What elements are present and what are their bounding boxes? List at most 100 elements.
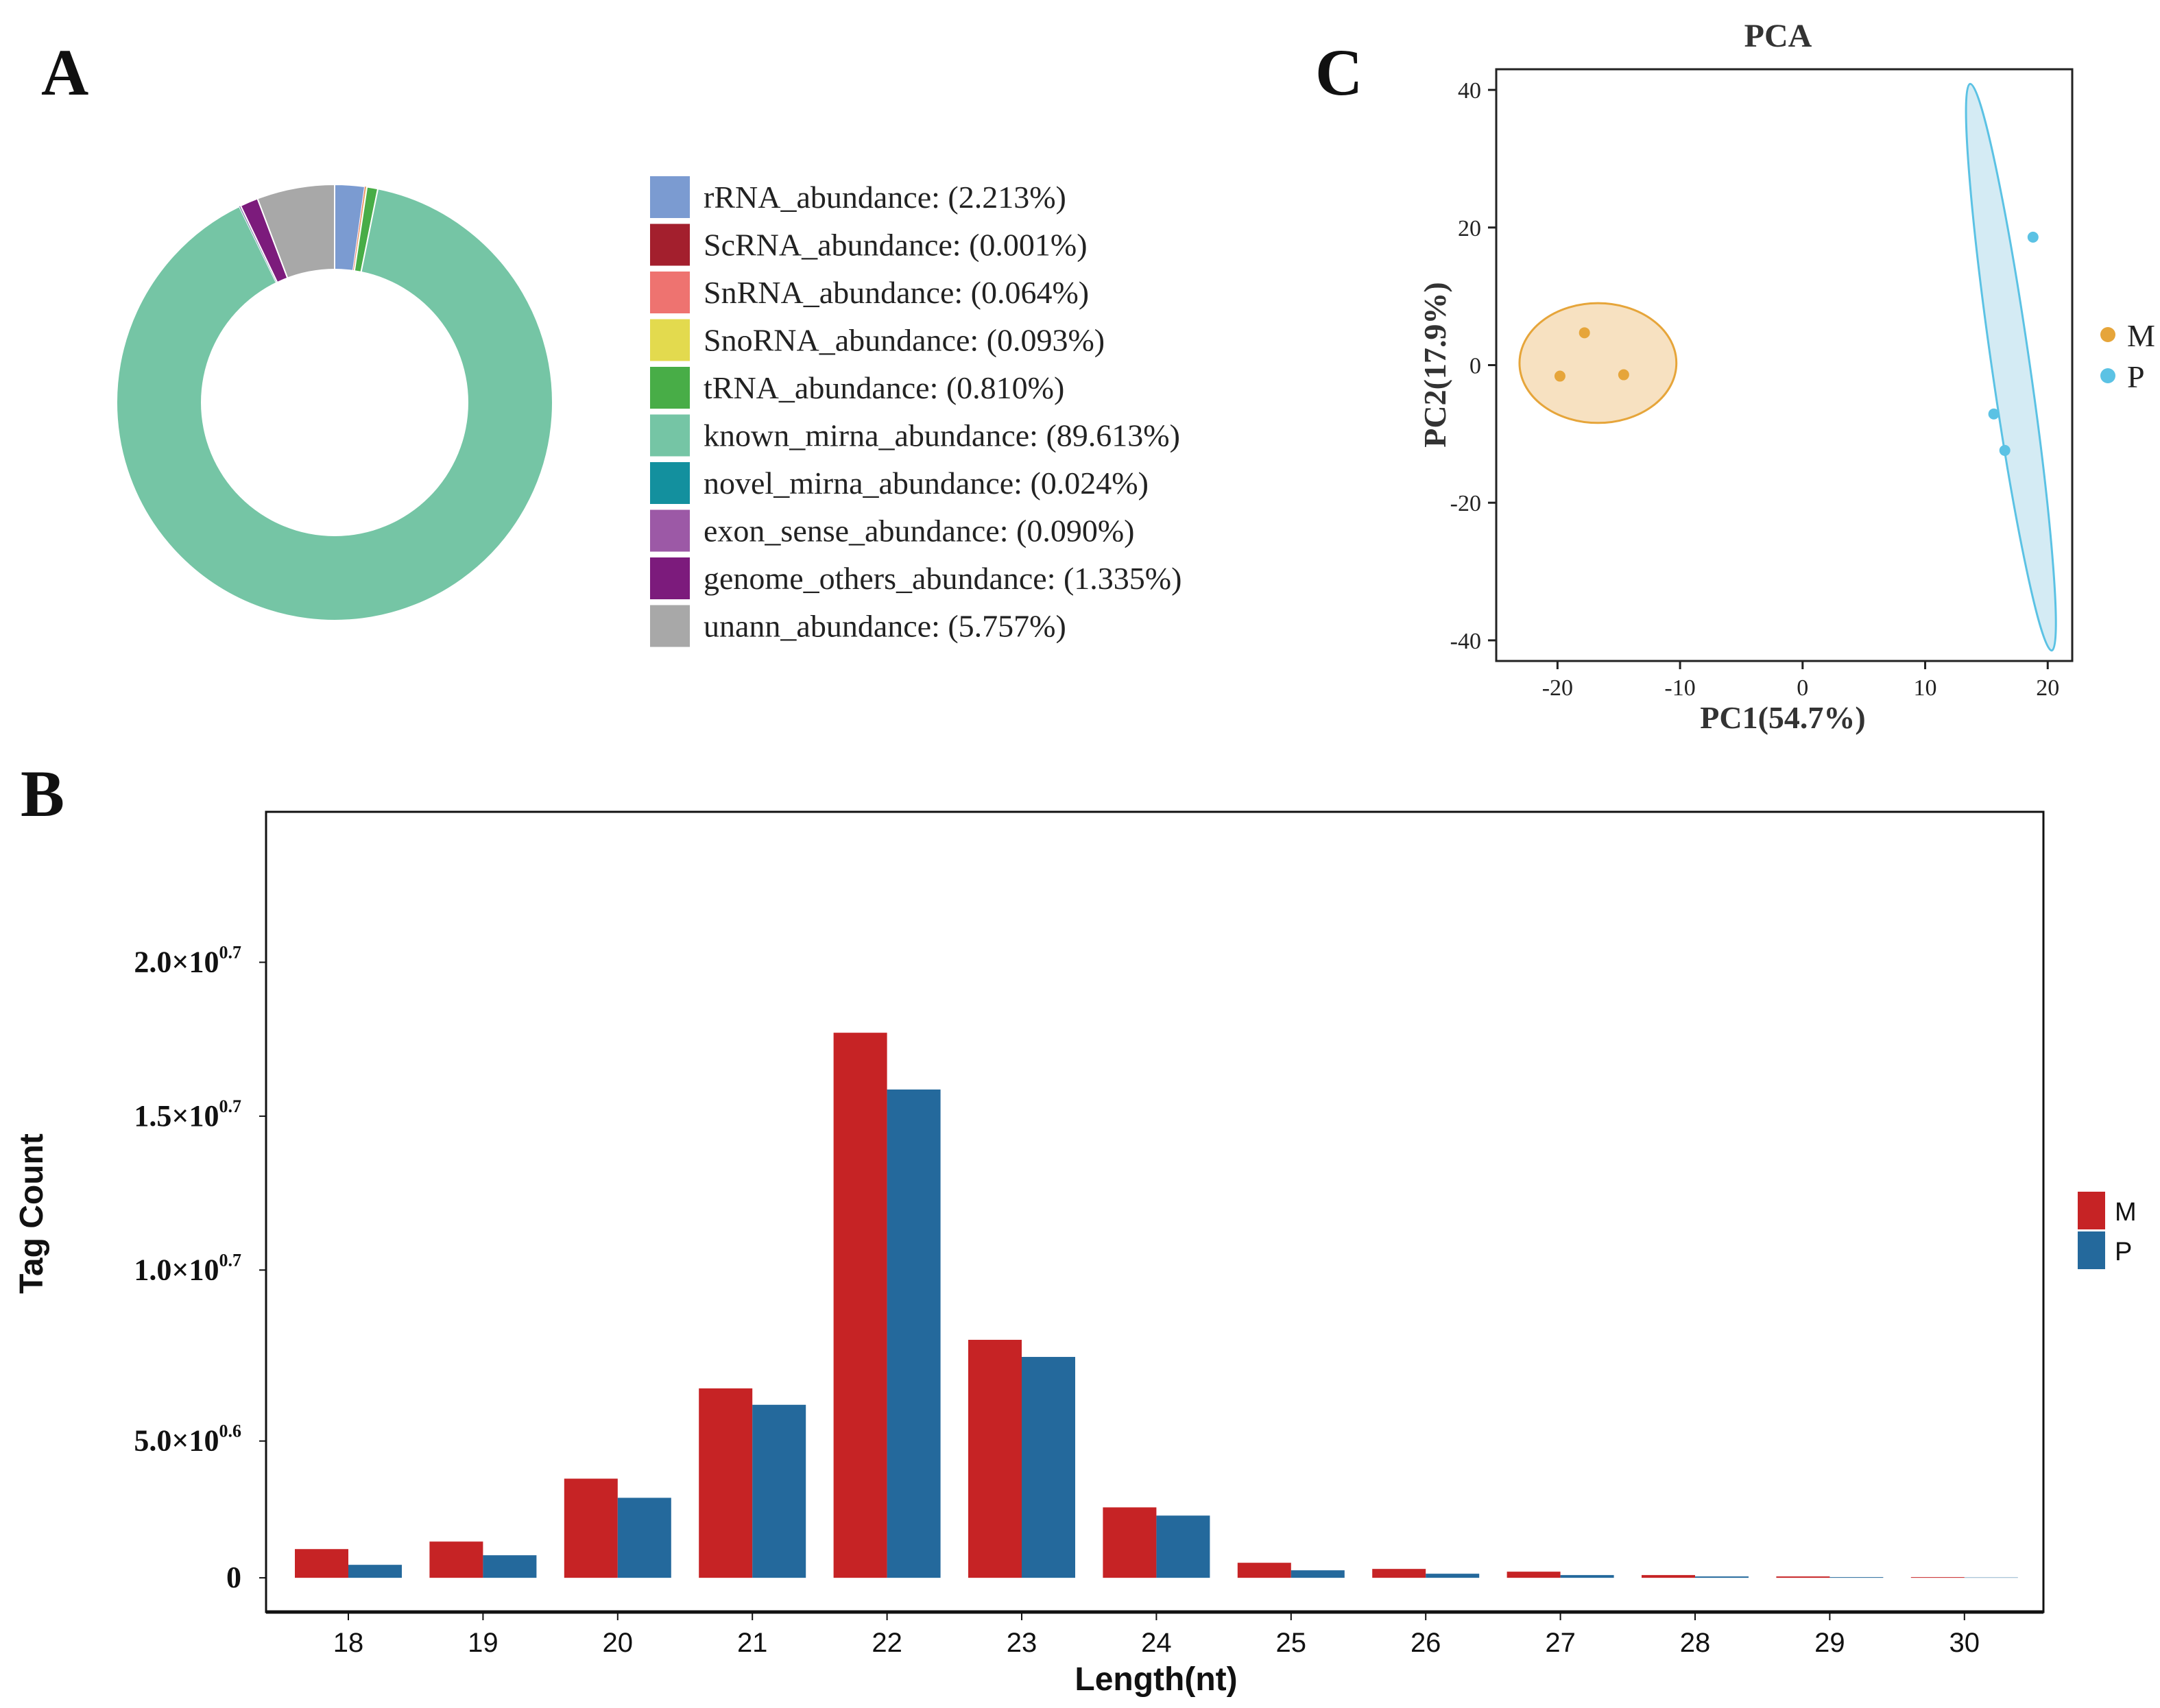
bar-m-28 (1642, 1575, 1695, 1578)
panel-letter-b: B (21, 757, 64, 830)
pca-title: PCA (1744, 18, 1812, 54)
bar-x-axis-label: Length(nt) (1075, 1661, 1237, 1698)
bar-m-22 (833, 1033, 887, 1578)
pca-point-m (1579, 327, 1590, 339)
pca-y-tick-label: -20 (1450, 491, 1481, 516)
bar-marks (295, 1033, 2018, 1578)
donut-hole (201, 269, 468, 536)
legend-label: SnRNA_abundance: (0.064%) (704, 275, 1089, 310)
bar-p-23 (1022, 1356, 1075, 1578)
bar-m-29 (1776, 1576, 1830, 1578)
pca-x-axis-label: PC1(54.7%) (1700, 700, 1865, 735)
bar-p-21 (752, 1404, 806, 1578)
bar-p-18 (348, 1565, 402, 1578)
pca-x-tick-label: -20 (1542, 675, 1573, 701)
pca-legend: MP (2100, 318, 2155, 394)
bar-m-20 (564, 1478, 618, 1578)
bar-y-tick-label: 1.0×100.7 (134, 1250, 241, 1286)
legend-label: exon_sense_abundance: (0.090%) (704, 514, 1134, 549)
bar-p-28 (1695, 1576, 1749, 1578)
legend-swatch (650, 272, 690, 313)
bar-p-29 (1829, 1577, 1884, 1578)
bar-chart: 0 5.0×100.6 1.0×100.7 1.5×100.7 2.0×100.7 18… (14, 810, 2137, 1698)
pca-x-tick-label: 0 (1797, 675, 1808, 701)
bar-x-tick-label: 25 (1276, 1628, 1307, 1658)
pca-points (1554, 231, 2039, 456)
pca-point-p (1999, 444, 2011, 456)
bar-legend-label: P (2115, 1238, 2132, 1266)
bar-x-tick-label: 19 (468, 1628, 499, 1658)
legend-swatch (650, 605, 690, 647)
bar-y-tick-label: 5.0×100.6 (134, 1421, 241, 1458)
pca-legend-marker (2100, 327, 2115, 342)
bar-m-24 (1103, 1507, 1157, 1578)
bar-x-tick-label: 28 (1680, 1628, 1711, 1658)
pca-point-m (1554, 370, 1565, 382)
pca-legend-marker (2100, 368, 2115, 383)
bar-y-tick-label: 2.0×100.7 (134, 942, 241, 978)
legend-label: rRNA_abundance: (2.213%) (704, 180, 1066, 215)
legend-swatch (650, 462, 690, 504)
pca-x-tick-label: 20 (2036, 675, 2059, 701)
bar-m-21 (699, 1388, 753, 1578)
legend-label: SnoRNA_abundance: (0.093%) (704, 323, 1105, 358)
legend-label: genome_others_abundance: (1.335%) (704, 561, 1181, 596)
pca-ellipses (1518, 82, 2057, 652)
bar-x-tick-label: 20 (603, 1628, 634, 1658)
bar-p-25 (1291, 1570, 1345, 1578)
pca-point-m (1618, 369, 1629, 381)
bar-p-24 (1156, 1515, 1210, 1578)
bar-m-30 (1910, 1577, 1965, 1578)
bar-x-tick-label: 22 (872, 1628, 902, 1658)
pca-point-p (1988, 408, 2000, 420)
bar-x-tick-label: 29 (1814, 1628, 1845, 1658)
pca-point-p (2027, 231, 2039, 243)
pca-y-tick-label: 40 (1458, 78, 1481, 104)
pca-chart: PCA -20 -10 0 10 20 -40 -20 0 20 40 PC1(54.7%) P… (1417, 18, 2155, 735)
legend-label: unann_abundance: (5.757%) (704, 609, 1066, 644)
bar-x-tick-label: 24 (1141, 1628, 1172, 1658)
legend-label: known_mirna_abundance: (89.613%) (704, 418, 1180, 453)
legend-label: tRNA_abundance: (0.810%) (704, 370, 1064, 405)
panel-letter-c: C (1315, 36, 1363, 109)
bar-y-tick-label: 1.5×100.7 (134, 1096, 241, 1133)
donut-chart: rRNA_abundance: (2.213%) ScRNA_abundance:… (116, 176, 1181, 647)
pca-x-tick-label: -10 (1664, 675, 1695, 701)
bar-p-19 (483, 1555, 537, 1578)
bar-p-22 (887, 1089, 941, 1578)
bar-y-tick-label: 0 (226, 1561, 241, 1594)
donut-legend: rRNA_abundance: (2.213%) ScRNA_abundance:… (650, 176, 1181, 647)
legend-swatch (650, 319, 690, 361)
bar-x-tick-label: 27 (1545, 1628, 1576, 1658)
legend-swatch (650, 557, 690, 599)
bar-m-25 (1237, 1563, 1291, 1578)
bar-y-axis-label: Tag Count (14, 1133, 50, 1294)
bar-x-axis: 18 19 20 21 22 23 24 25 26 27 28 29 30 (266, 1610, 2043, 1658)
bar-p-20 (617, 1497, 671, 1578)
legend-swatch (650, 176, 690, 218)
bar-m-23 (968, 1340, 1022, 1578)
bar-legend-swatch (2078, 1192, 2105, 1229)
pca-ellipse-p (1965, 82, 2057, 652)
legend-swatch (650, 509, 690, 552)
pca-x-axis: -20 -10 0 10 20 (1542, 661, 2059, 701)
bar-legend-label: M (2115, 1198, 2137, 1227)
bar-m-26 (1372, 1569, 1426, 1578)
bar-p-27 (1560, 1575, 1614, 1578)
legend-swatch (650, 414, 690, 457)
bar-p-26 (1426, 1574, 1480, 1578)
bar-x-tick-label: 26 (1411, 1628, 1441, 1658)
bar-legend-swatch (2078, 1231, 2105, 1269)
legend-swatch (650, 367, 690, 409)
bar-x-tick-label: 18 (333, 1628, 364, 1658)
pca-x-tick-label: 10 (1914, 675, 1937, 701)
pca-y-tick-label: -40 (1450, 629, 1481, 654)
legend-swatch (650, 224, 690, 266)
legend-label: ScRNA_abundance: (0.001%) (704, 228, 1088, 263)
pca-legend-label: M (2127, 318, 2155, 353)
legend-label: novel_mirna_abundance: (0.024%) (704, 466, 1149, 501)
pca-ellipse-m (1518, 302, 1678, 424)
pca-y-axis: -40 -20 0 20 40 (1450, 78, 1496, 654)
bar-plot-frame (265, 810, 2045, 1613)
